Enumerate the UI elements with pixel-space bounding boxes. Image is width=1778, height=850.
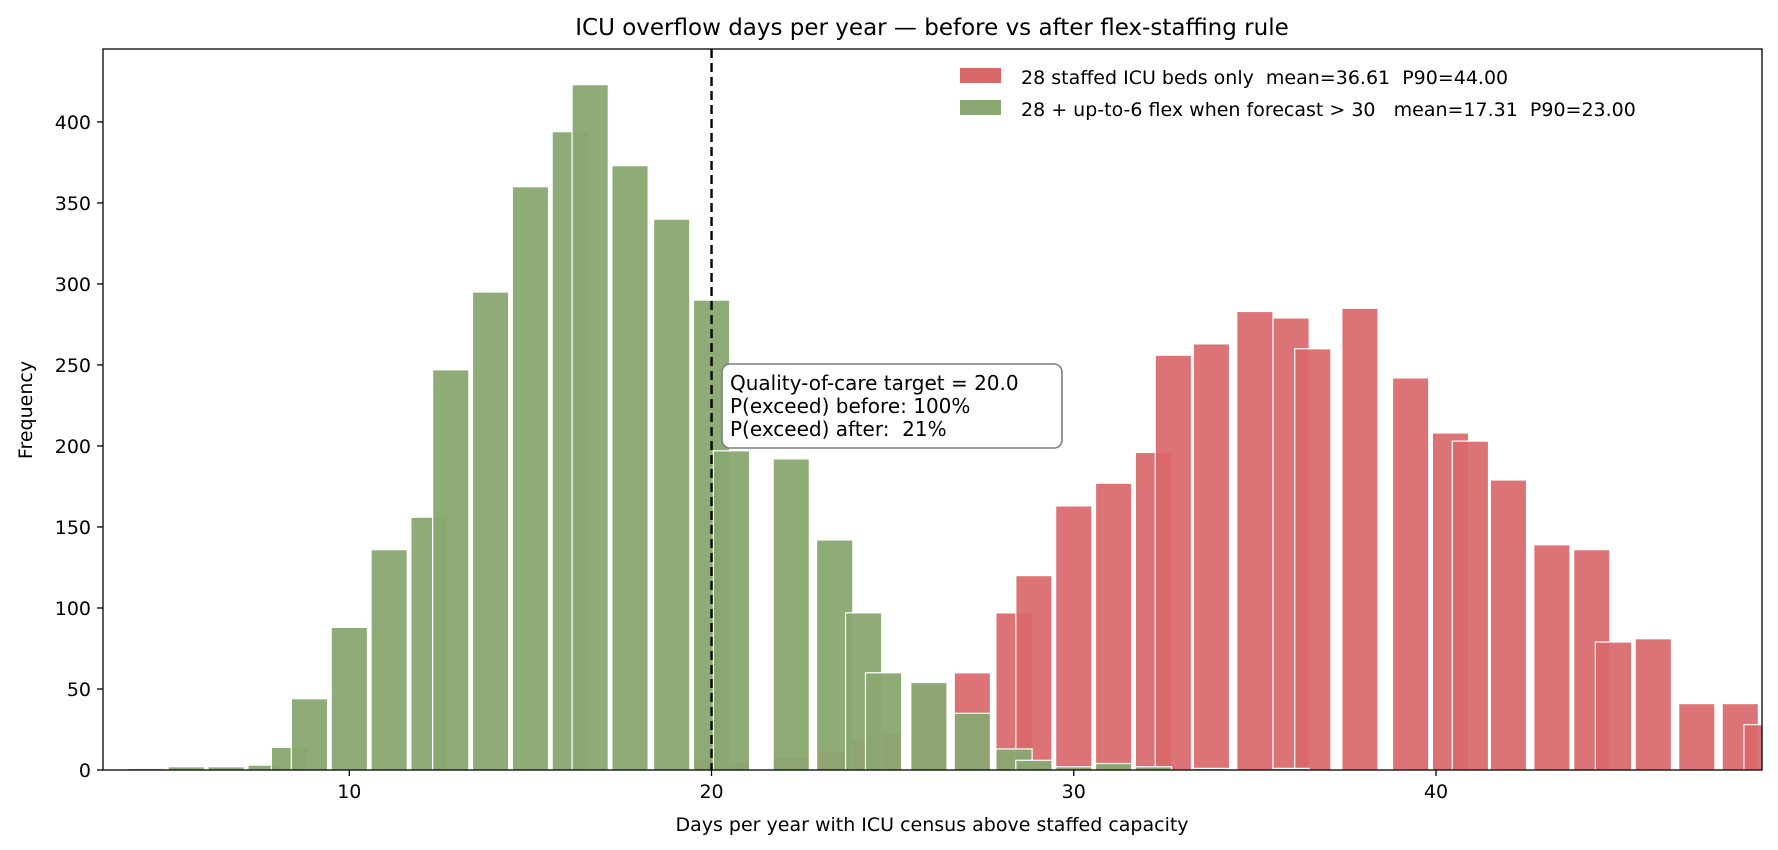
bar-before-15 (1236, 310, 1274, 770)
bar-after-11 (511, 186, 550, 770)
chart-title: ICU overflow days per year — before vs a… (575, 15, 1289, 41)
annotation-line-before: P(exceed) before: 100% (730, 394, 970, 418)
bar-before-29 (1743, 724, 1762, 770)
legend-label-before: 28 staffed ICU beds only mean=36.61 P90=… (1021, 67, 1508, 89)
bar-before-21 (1451, 440, 1490, 770)
y-tick-label: 200 (55, 436, 91, 458)
bar-before-10 (1055, 505, 1093, 770)
y-tick-label: 0 (79, 760, 91, 782)
bar-after-25 (1015, 759, 1053, 770)
bar-before-27 (1678, 702, 1716, 770)
x-axis: 10 20 30 40 (337, 770, 1448, 803)
bar-after-27 (1094, 762, 1133, 770)
bar-after-7 (370, 549, 408, 770)
bar-after-23 (953, 712, 992, 770)
series-after-bars (127, 84, 1310, 770)
bar-after-14 (611, 165, 649, 770)
y-tick-label: 50 (67, 679, 91, 701)
bar-before-18 (1341, 307, 1379, 770)
legend-swatch-after (960, 100, 1001, 115)
bar-after-22 (910, 681, 948, 770)
y-tick-label: 100 (55, 598, 91, 620)
y-tick-label: 150 (55, 517, 91, 539)
y-tick-label: 300 (55, 274, 91, 296)
legend-swatch-before (960, 68, 1001, 83)
x-tick-label: 10 (337, 781, 361, 803)
bar-before-9 (1015, 574, 1053, 770)
x-tick-label: 30 (1062, 781, 1086, 803)
bar-before-23 (1533, 544, 1571, 770)
legend-label-after: 28 + up-to-6 flex when forecast > 30 mea… (1021, 99, 1636, 121)
x-tick-label: 40 (1424, 781, 1448, 803)
bar-before-22 (1489, 479, 1528, 770)
bar-before-13 (1154, 354, 1193, 770)
annotation-line-after: P(exceed) after: 21% (730, 417, 947, 441)
y-tick-label: 350 (55, 193, 91, 215)
bar-after-10 (471, 291, 510, 770)
bar-before-17 (1294, 348, 1332, 770)
legend: 28 staffed ICU beds only mean=36.61 P90=… (960, 67, 1636, 121)
bar-before-14 (1192, 343, 1231, 770)
bar-after-17 (712, 450, 751, 770)
bar-before-11 (1094, 482, 1133, 770)
bar-after-21 (864, 672, 903, 770)
annotation-line-target: Quality-of-care target = 20.0 (730, 371, 1019, 395)
bar-after-9 (432, 369, 470, 770)
bar-after-5 (290, 698, 329, 770)
bar-after-15 (652, 218, 691, 770)
bar-after-13 (571, 84, 609, 770)
bar-after-18 (772, 458, 810, 770)
y-tick-label: 250 (55, 355, 91, 377)
bar-before-26 (1634, 638, 1673, 770)
y-tick-label: 400 (55, 112, 91, 134)
plot-area-frame (102, 48, 1763, 771)
bar-before-25 (1594, 641, 1633, 770)
y-axis-label: Frequency (15, 361, 37, 459)
x-tick-label: 20 (699, 781, 723, 803)
bar-before-19 (1391, 377, 1430, 770)
annotation-box (721, 363, 1063, 449)
series-before-bars (692, 307, 1762, 770)
threshold-annotation: Quality-of-care target = 20.0 P(exceed) … (721, 363, 1063, 449)
x-axis-label: Days per year with ICU census above staf… (675, 814, 1188, 836)
bar-after-6 (330, 626, 369, 770)
y-axis: 0 50 100 150 200 250 300 350 400 (55, 112, 103, 782)
